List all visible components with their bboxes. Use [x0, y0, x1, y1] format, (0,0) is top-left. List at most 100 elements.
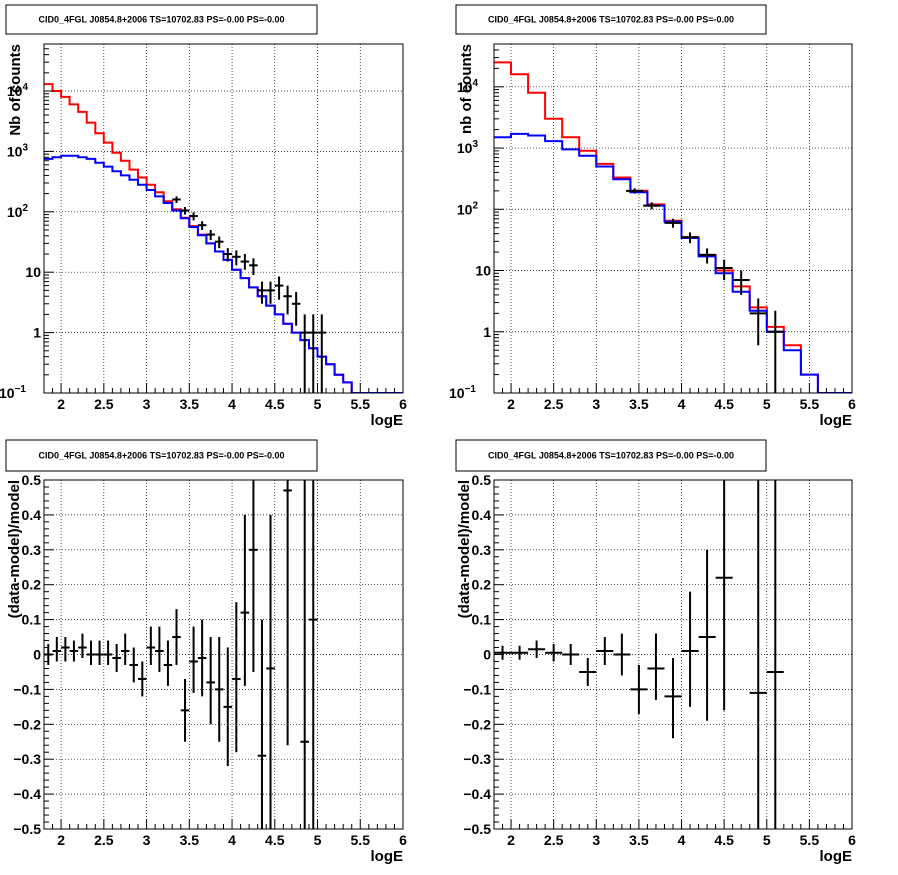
x-tick-label: 4	[678, 396, 686, 412]
y-tick-label: −0.4	[463, 786, 491, 802]
data-point	[291, 292, 301, 326]
chart-panel-4: CID0_4FGL J0854.8+2006 TS=10702.83 PS=-0…	[455, 439, 856, 865]
data-point	[664, 218, 682, 228]
y-tick-label: 10	[475, 263, 491, 279]
data-point	[308, 314, 318, 393]
model-total-line	[44, 83, 403, 393]
data-point	[257, 281, 267, 304]
plot-area	[494, 480, 784, 829]
data-point	[528, 640, 546, 658]
x-tick-label: 2.5	[94, 396, 114, 412]
y-tick-label: 0.2	[22, 577, 42, 593]
data-point	[266, 281, 275, 304]
y-tick-label: 10−1	[449, 384, 476, 401]
y-axis-label: Nb of counts	[7, 44, 24, 136]
plot-area	[494, 61, 852, 393]
chart-panel-2: CID0_4FGL J0854.8+2006 TS=10702.83 PS=-0…	[449, 4, 856, 429]
data-point	[300, 314, 309, 393]
y-axis-label: (data-model)/model	[6, 480, 23, 618]
data-point	[494, 645, 512, 660]
x-tick-label: 5.5	[800, 832, 820, 848]
x-tick-label: 5	[314, 396, 322, 412]
data-point	[749, 298, 767, 346]
data-point	[223, 248, 233, 262]
y-tick-label: 102	[7, 203, 29, 220]
data-point	[257, 619, 267, 829]
plot-frame	[493, 43, 853, 394]
data-point	[69, 640, 79, 662]
data-point	[197, 619, 207, 697]
x-tick-label: 2.5	[544, 396, 564, 412]
x-tick-label: 3	[143, 832, 151, 848]
data-point	[749, 480, 767, 829]
data-point	[715, 480, 733, 711]
data-point	[266, 514, 275, 829]
data-point	[172, 609, 181, 665]
data-point	[95, 640, 104, 665]
y-tick-label: −0.3	[463, 751, 491, 767]
data-point	[317, 314, 327, 393]
y-tick-label: 1	[483, 324, 491, 340]
y-tick-label-exponent: −1	[465, 384, 477, 395]
chart-title-box	[455, 439, 767, 472]
y-tick-label: 0	[483, 647, 491, 663]
data-point	[630, 664, 648, 714]
x-tick-label: 4.5	[265, 396, 285, 412]
y-tick-label-exponent: 3	[22, 142, 28, 153]
x-tick-label: 2	[507, 832, 515, 848]
x-tick-label: 3.5	[180, 396, 200, 412]
data-point	[223, 647, 233, 767]
y-tick-label: −0.5	[13, 821, 41, 837]
y-axis-label: (data-model)/model	[456, 480, 473, 618]
data-point	[626, 188, 644, 194]
x-axis-label: logE	[820, 412, 853, 429]
data-point	[189, 212, 198, 221]
y-tick-label: 10−1	[0, 384, 26, 401]
data-point	[732, 270, 750, 295]
chart-title: CID0_4FGL J0854.8+2006 TS=10702.83 PS=-0…	[488, 451, 734, 461]
data-point	[698, 248, 716, 264]
data-point	[189, 626, 198, 693]
x-tick-label: 6	[399, 832, 407, 848]
data-point	[138, 661, 147, 697]
data-point	[232, 250, 241, 266]
data-point	[146, 626, 156, 665]
y-tick-label: 0.5	[22, 472, 42, 488]
x-tick-label: 4	[678, 832, 686, 848]
data-point	[596, 637, 614, 665]
x-tick-label: 5.5	[351, 832, 371, 848]
data-point	[579, 657, 597, 686]
x-axis-label: logE	[820, 848, 853, 865]
y-tick-label: 10	[25, 264, 41, 280]
x-tick-label: 4	[228, 396, 236, 412]
y-tick-label: 0.3	[22, 542, 42, 558]
y-tick-label: −0.2	[13, 716, 41, 732]
y-tick-label: −0.4	[13, 786, 41, 802]
y-tick-label: 0	[33, 647, 41, 663]
y-tick-label-exponent: −1	[15, 384, 27, 395]
y-tick-label: 0.1	[472, 612, 492, 628]
x-tick-label: 2.5	[94, 832, 114, 848]
chart-panel-3: CID0_4FGL J0854.8+2006 TS=10702.83 PS=-0…	[5, 439, 407, 865]
y-tick-label: 0.1	[22, 612, 42, 628]
data-point	[232, 602, 241, 753]
data-point	[545, 644, 563, 662]
plot-frame	[43, 43, 404, 394]
data-point	[78, 633, 87, 658]
x-tick-label: 3.5	[629, 832, 649, 848]
data-point	[180, 678, 190, 742]
plot-area	[44, 480, 318, 829]
data-point	[283, 480, 292, 746]
data-point	[643, 202, 661, 210]
x-tick-label: 6	[848, 832, 856, 848]
x-tick-label: 5.5	[351, 396, 371, 412]
data-point	[681, 591, 699, 707]
x-tick-label: 4.5	[714, 396, 734, 412]
chart-title: CID0_4FGL J0854.8+2006 TS=10702.83 PS=-0…	[38, 15, 284, 25]
data-point	[300, 480, 309, 829]
chart-title-box	[5, 439, 318, 472]
model-source-line	[494, 132, 852, 393]
y-tick-label-exponent: 3	[472, 139, 478, 150]
x-tick-label: 5	[314, 832, 322, 848]
y-tick-label: 0.5	[472, 472, 492, 488]
